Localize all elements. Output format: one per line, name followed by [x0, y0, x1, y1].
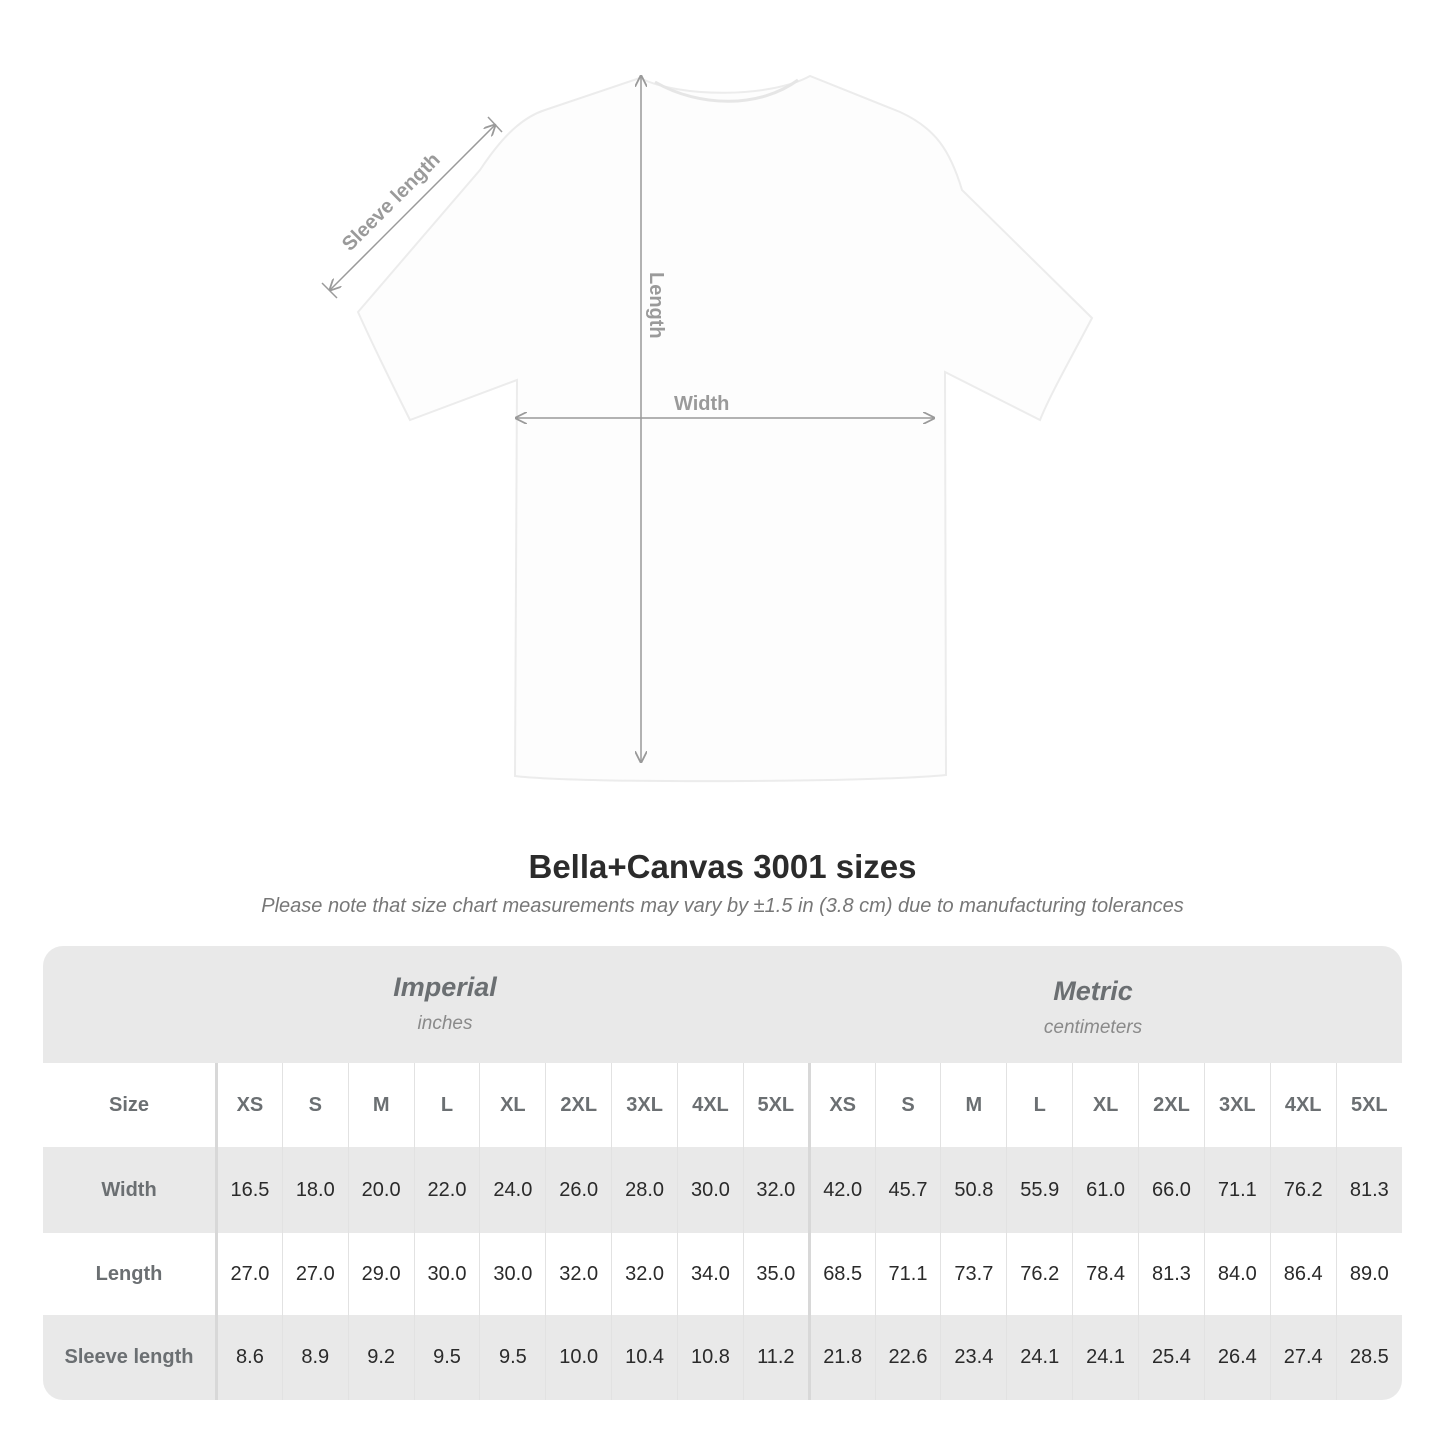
size-metric-M: M	[940, 1063, 1007, 1147]
table-row: Sleeve length 8.6 8.9 9.2 9.5 9.5 10.0 10.4 10.8…	[43, 1315, 1402, 1400]
row-label: Width	[43, 1147, 218, 1233]
imperial-value: 24.0	[479, 1147, 546, 1233]
imperial-value: 35.0	[742, 1233, 810, 1315]
imperial-value: 16.5	[216, 1147, 283, 1233]
metric-value: 84.0	[1203, 1233, 1271, 1315]
imperial-value: 30.0	[479, 1233, 546, 1315]
size-metric-4XL: 4XL	[1269, 1063, 1337, 1147]
metric-value: 28.5	[1335, 1315, 1402, 1400]
size-header-row: Size XS S M L XL 2XL 3XL 4XL 5XL XS S M L XL 2XL 3XL 4XL 5…	[43, 1063, 1402, 1147]
metric-value: 22.6	[874, 1315, 941, 1400]
imperial-value: 34.0	[677, 1233, 744, 1315]
imperial-value: 27.0	[281, 1233, 349, 1315]
imperial-value: 11.2	[742, 1315, 810, 1400]
metric-value: 23.4	[940, 1315, 1007, 1400]
imperial-value: 22.0	[413, 1147, 480, 1233]
metric-value: 25.4	[1138, 1315, 1205, 1400]
width-label: Width	[674, 393, 729, 415]
metric-value: 45.7	[874, 1147, 941, 1233]
size-imperial-3XL: 3XL	[611, 1063, 678, 1147]
chart-title: Bella+Canvas 3001 sizes	[528, 848, 917, 885]
size-imperial-2XL: 2XL	[545, 1063, 612, 1147]
imperial-unit: inches	[417, 1013, 473, 1034]
length-label: Length	[645, 272, 667, 339]
imperial-value: 32.0	[545, 1233, 612, 1315]
row-label: Sleeve length	[43, 1315, 218, 1400]
metric-value: 89.0	[1335, 1233, 1402, 1315]
size-imperial-4XL: 4XL	[677, 1063, 744, 1147]
imperial-value: 29.0	[347, 1233, 415, 1315]
metric-value: 21.8	[807, 1315, 876, 1400]
metric-value: 26.4	[1203, 1315, 1271, 1400]
size-metric-2XL: 2XL	[1138, 1063, 1205, 1147]
metric-value: 86.4	[1269, 1233, 1337, 1315]
imperial-value: 30.0	[413, 1233, 480, 1315]
imperial-value: 10.8	[677, 1315, 744, 1400]
imperial-value: 32.0	[611, 1233, 678, 1315]
metric-value: 61.0	[1072, 1147, 1139, 1233]
size-label: Size	[43, 1063, 218, 1147]
metric-value: 71.1	[874, 1233, 941, 1315]
size-metric-3XL: 3XL	[1203, 1063, 1271, 1147]
size-metric-5XL: 5XL	[1335, 1063, 1402, 1147]
metric-unit: centimeters	[1043, 1017, 1143, 1038]
size-imperial-XS: XS	[216, 1063, 283, 1147]
imperial-value: 8.6	[216, 1315, 283, 1400]
imperial-value: 10.4	[611, 1315, 678, 1400]
metric-value: 66.0	[1138, 1147, 1205, 1233]
imperial-value: 18.0	[281, 1147, 349, 1233]
imperial-value: 20.0	[347, 1147, 415, 1233]
sleeve-arrow	[330, 125, 495, 290]
metric-value: 50.8	[940, 1147, 1007, 1233]
table-row: Width 16.5 18.0 20.0 22.0 24.0 26.0 28.0 30.0 32.…	[43, 1147, 1402, 1233]
metric-value: 78.4	[1072, 1233, 1139, 1315]
size-metric-XL: XL	[1072, 1063, 1139, 1147]
metric-value: 42.0	[807, 1147, 876, 1233]
imperial-value: 9.2	[347, 1315, 415, 1400]
size-imperial-XL: XL	[479, 1063, 546, 1147]
metric-value: 73.7	[940, 1233, 1007, 1315]
metric-value: 71.1	[1203, 1147, 1271, 1233]
row-label: Length	[43, 1233, 218, 1315]
metric-value: 24.1	[1006, 1315, 1073, 1400]
imperial-value: 9.5	[479, 1315, 546, 1400]
tolerance-note: Please note that size chart measurements…	[261, 895, 1184, 917]
imperial-value: 8.9	[281, 1315, 349, 1400]
tshirt-shape	[356, 74, 1094, 783]
imperial-heading: Imperial	[393, 972, 497, 1002]
metric-value: 27.4	[1269, 1315, 1337, 1400]
imperial-value: 28.0	[611, 1147, 678, 1233]
size-chart: Imperial inches Metric centimeters Size X…	[43, 946, 1402, 1400]
metric-value: 68.5	[807, 1233, 876, 1315]
metric-value: 55.9	[1006, 1147, 1073, 1233]
imperial-value: 26.0	[545, 1147, 612, 1233]
size-imperial-5XL: 5XL	[742, 1063, 810, 1147]
unit-header-band	[43, 946, 1402, 1063]
imperial-value: 30.0	[677, 1147, 744, 1233]
imperial-value: 9.5	[413, 1315, 480, 1400]
table-row: Length 27.0 27.0 29.0 30.0 30.0 32.0 32.0 34.0 35…	[43, 1233, 1402, 1315]
metric-value: 81.3	[1138, 1233, 1205, 1315]
metric-value: 24.1	[1072, 1315, 1139, 1400]
size-imperial-L: L	[413, 1063, 480, 1147]
size-metric-S: S	[874, 1063, 941, 1147]
metric-header: Metric centimeters	[796, 976, 1390, 1039]
metric-value: 81.3	[1335, 1147, 1402, 1233]
metric-value: 76.2	[1006, 1233, 1073, 1315]
imperial-header: Imperial inches	[148, 972, 742, 1035]
size-metric-L: L	[1006, 1063, 1073, 1147]
size-table: Size XS S M L XL 2XL 3XL 4XL 5XL XS S M L XL 2XL 3XL 4XL 5…	[43, 1063, 1402, 1400]
metric-value: 76.2	[1269, 1147, 1337, 1233]
size-metric-XS: XS	[807, 1063, 876, 1147]
size-imperial-S: S	[281, 1063, 349, 1147]
size-imperial-M: M	[347, 1063, 415, 1147]
imperial-value: 10.0	[545, 1315, 612, 1400]
imperial-value: 32.0	[742, 1147, 810, 1233]
tshirt-diagram: Sleeve length Length Width	[321, 0, 1094, 783]
imperial-value: 27.0	[216, 1233, 283, 1315]
metric-heading: Metric	[1053, 976, 1133, 1006]
